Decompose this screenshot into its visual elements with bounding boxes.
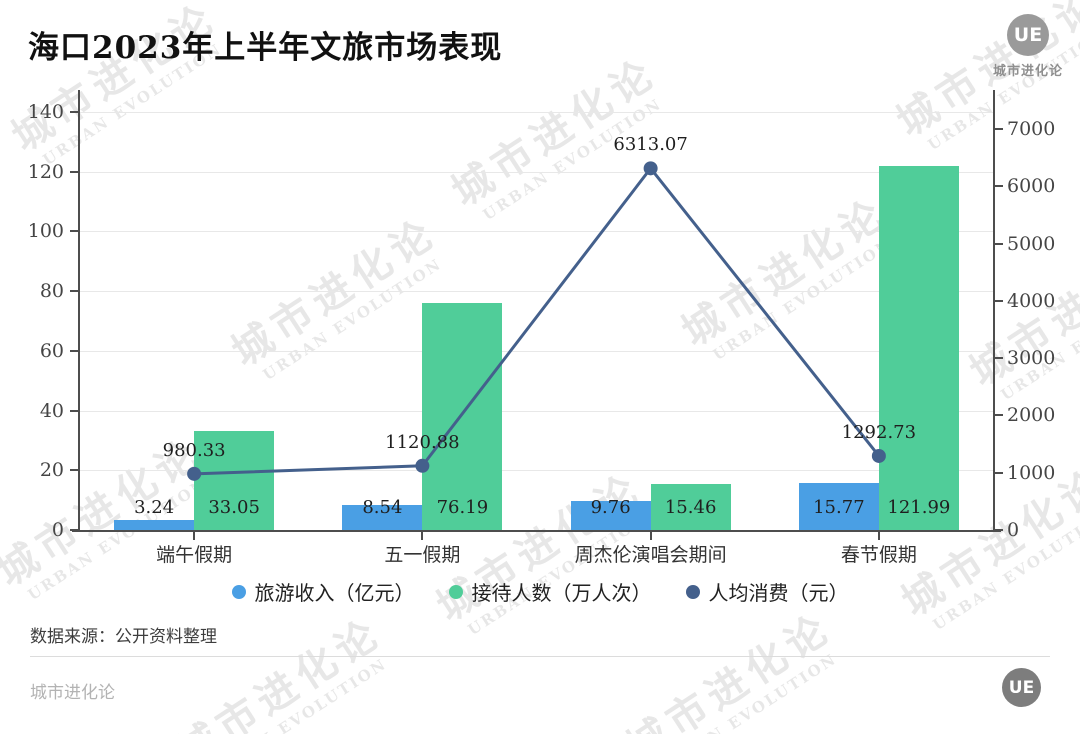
legend-item: 人均消费（元） [685,577,849,606]
axis-tick-label: 80 [39,280,64,303]
axis-tick [70,290,78,293]
axis-tick [877,532,880,540]
footer-divider [30,656,1050,657]
line-point-label: 1292.73 [841,421,917,443]
bar [422,302,503,530]
axis-tick [995,128,1003,130]
ue-logo-icon: UE [1007,14,1049,56]
axis-tick-label: 5000 [1007,232,1056,255]
legend-item: 旅游收入（亿元） [231,577,415,606]
grid-line [80,112,993,113]
axis-tick [421,532,424,540]
line-point-label: 980.33 [162,439,226,461]
bar [114,520,195,530]
legend-label: 接待人数（万人次） [471,581,652,605]
axis-tick-label: 60 [39,339,64,362]
watermark: 城市进化论 URBAN EVOLUTION [618,603,851,734]
axis-tick-label: 3000 [1007,347,1056,370]
bar-value-label: 121.99 [887,497,951,518]
axis-tick [70,170,78,173]
category-label: 周杰伦演唱会期间 [574,544,727,566]
grid-line [80,350,993,352]
bar-value-label: 8.54 [362,497,403,518]
line-point [643,161,658,176]
axis-tick [995,529,1003,531]
grid-line [80,231,993,233]
line-point-label: 6313.07 [613,134,688,156]
chart-title: 海口2023年上半年文旅市场表现 [28,30,503,66]
watermark: 城市进化论 URBAN EVOLUTION [223,208,456,391]
legend-dot-icon [231,584,246,599]
watermark-cn: 城市进化论 [443,48,667,216]
axis-tick-label: 120 [27,160,64,183]
axis-tick-label: 1000 [1007,461,1056,484]
category-label: 五一假期 [384,544,461,566]
axis-tick-label: 6000 [1007,175,1056,198]
category-label: 端午假期 [156,544,233,566]
axis-tick [995,299,1003,302]
ue-logo-bottom: UE [1002,668,1041,707]
watermark: 城市进化论 URBAN EVOLUTION [673,188,906,371]
footer-brand-text: 城市进化论 [30,683,115,703]
axis-tick [70,469,78,472]
axis-tick [995,471,1003,474]
bar-value-label: 76.19 [436,497,489,518]
ue-logo-text: UE [1008,677,1035,698]
brand-logo-top: UE 城市进化论 [990,14,1066,79]
legend-dot-icon [685,584,700,599]
legend-dot-icon [448,584,463,599]
axis-tick-label: 4000 [1007,289,1056,312]
axis-tick [649,532,652,540]
watermark: 城市进化论 URBAN EVOLUTION [961,228,1080,411]
y-axis-left [78,90,80,532]
axis-tick [70,230,78,233]
axis-tick [995,414,1003,417]
bar [798,482,879,530]
bar-value-label: 15.46 [664,497,717,518]
x-axis [72,530,1001,532]
line-point-label: 1120.88 [385,431,460,453]
axis-tick-label: 100 [27,220,64,243]
watermark-cn: 城市进化论 [673,188,897,356]
category-label: 春节假期 [840,544,917,566]
axis-tick [193,532,196,540]
grid-line [80,291,993,293]
axis-tick-label: 140 [27,101,64,123]
bar-value-label: 15.77 [813,497,865,518]
axis-tick [70,349,78,352]
grid-line [80,171,993,173]
ue-logo-icon: UE [1002,668,1041,707]
axis-tick-label: 0 [1007,519,1020,541]
axis-tick [995,357,1003,360]
axis-tick [70,409,78,412]
axis-tick [995,185,1003,188]
data-source: 数据来源：公开资料整理 [30,627,217,647]
axis-tick-label: 7000 [1007,118,1056,140]
legend-item: 接待人数（万人次） [448,577,652,606]
bar-value-label: 33.05 [208,497,260,518]
bar [878,165,959,530]
bar [570,500,651,530]
bar-value-label: 3.24 [134,497,175,518]
axis-tick-label: 40 [39,399,64,422]
bar-value-label: 9.76 [590,497,631,518]
axis-tick [70,111,78,113]
axis-tick [70,529,78,531]
ue-logo-text: UE [1013,24,1043,46]
bar [650,483,731,530]
axis-tick-label: 2000 [1007,404,1056,427]
brand-name: 城市进化论 [992,64,1063,79]
legend-label: 人均消费（元） [708,581,849,605]
chart-legend: 旅游收入（亿元） 接待人数（万人次） 人均消费（元） [0,577,1080,606]
grid-line [80,410,993,412]
axis-tick [995,242,1003,245]
axis-tick-label: 0 [51,519,64,541]
legend-label: 旅游收入（亿元） [254,581,415,605]
axis-tick-label: 20 [39,459,64,482]
bar [342,504,423,530]
y-axis-right [993,90,995,532]
